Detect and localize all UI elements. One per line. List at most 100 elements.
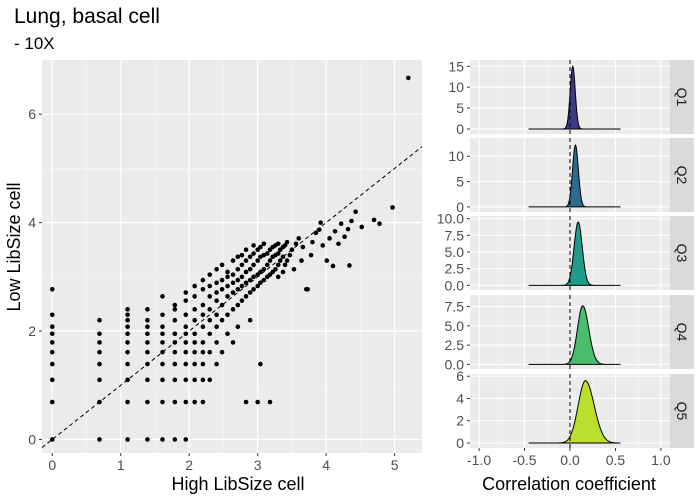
scatter-point <box>255 399 260 405</box>
scatter-point <box>261 277 267 283</box>
scatter-points <box>49 75 411 442</box>
density-y-tick-label: 2 <box>456 413 464 429</box>
scatter-point <box>338 221 344 227</box>
scatter-point <box>214 340 219 345</box>
scatter-point <box>284 239 290 245</box>
facet-strip <box>670 216 694 290</box>
scatter-point <box>235 324 241 329</box>
y-tick-label: 4 <box>28 215 36 231</box>
x-tick-label: 1 <box>117 457 125 473</box>
density-panel-q5: 0 2 4 6 Q5 <box>456 368 694 451</box>
scatter-point <box>261 241 267 247</box>
scatter-point <box>207 331 213 337</box>
scatter-point <box>219 317 225 323</box>
density-y-tick-label: 0 <box>456 199 464 215</box>
scatter-point <box>251 262 256 268</box>
scatter-point <box>97 377 102 383</box>
scatter-point <box>49 286 55 292</box>
scatter-point <box>347 263 352 268</box>
density-y-tick-label: 10 <box>448 148 464 164</box>
scatter-point <box>145 324 150 329</box>
scatter-point <box>207 294 213 299</box>
scatter-point <box>243 294 249 299</box>
scatter-point <box>49 377 55 383</box>
scatter-point <box>160 361 165 367</box>
facet-strip-label: Q3 <box>674 244 690 263</box>
scatter-point <box>200 361 206 367</box>
scatter-point <box>230 280 236 286</box>
x-tick-label: 3 <box>254 457 262 473</box>
scatter-point <box>332 228 338 234</box>
scatter-point <box>310 239 315 245</box>
scatter-point <box>280 269 286 275</box>
scatter-point <box>200 302 206 308</box>
density-y-tick-label: 10.0 <box>437 211 464 227</box>
scatter-point <box>291 266 297 272</box>
density-x-axis: -1.0 -0.5 0.0 0.5 1.0 <box>467 448 671 468</box>
density-curve <box>528 221 621 286</box>
scatter-point <box>145 377 150 383</box>
scatter-point <box>267 258 273 263</box>
scatter-point <box>243 247 249 253</box>
scatter-point <box>225 269 230 275</box>
scatter-point <box>284 258 290 263</box>
scatter-point <box>97 437 102 442</box>
scatter-point <box>299 258 304 263</box>
scatter-point <box>145 317 150 323</box>
density-y-tick-label: 5.0 <box>445 318 465 334</box>
density-y-tick-label: 5 <box>456 100 464 116</box>
scatter-point <box>230 290 236 295</box>
scatter-point <box>97 317 102 323</box>
scatter-point <box>145 437 150 442</box>
scatter-point <box>145 340 150 345</box>
scatter-point <box>219 349 225 355</box>
scatter-point <box>172 331 178 337</box>
scatter-point <box>336 241 341 247</box>
scatter-point <box>239 283 245 289</box>
facet-strip <box>670 295 694 369</box>
scatter-point <box>243 399 249 405</box>
chart-subtitle: - 10X <box>14 34 55 53</box>
y-tick-label: 0 <box>28 431 36 447</box>
facet-strip <box>670 374 694 448</box>
facet-strip-label: Q5 <box>674 402 690 421</box>
scatter-axes: 0 1 2 3 4 5 0 2 4 6 <box>28 106 399 473</box>
scatter-point <box>219 277 225 283</box>
scatter-point <box>214 280 219 286</box>
scatter-point <box>207 349 213 355</box>
scatter-point <box>214 266 219 272</box>
scatter-point <box>324 258 330 263</box>
scatter-point <box>172 361 178 367</box>
scatter-plot-background <box>42 60 422 453</box>
density-y-tick-label: 7.5 <box>445 299 465 315</box>
scatter-point <box>125 340 130 345</box>
scatter-point <box>160 294 165 299</box>
scatter-point <box>377 221 382 227</box>
scatter-point <box>293 241 299 247</box>
scatter-point <box>207 283 213 289</box>
scatter-point <box>251 243 256 248</box>
scatter-x-axis-label: High LibSize cell <box>171 474 304 494</box>
scatter-point <box>406 75 411 81</box>
scatter-point <box>49 312 55 318</box>
scatter-point <box>275 274 281 280</box>
facet-strip-label: Q2 <box>674 166 690 185</box>
density-y-tick-label: 6 <box>456 368 464 384</box>
scatter-point <box>49 349 55 355</box>
scatter-point <box>49 361 55 367</box>
scatter-point <box>261 252 267 258</box>
scatter-point <box>192 361 197 367</box>
density-y-tick-label: 7.5 <box>445 227 465 243</box>
scatter-point <box>97 361 102 367</box>
scatter-point <box>192 283 197 289</box>
scatter-point <box>192 331 197 337</box>
scatter-point <box>160 437 165 442</box>
scatter-point <box>330 263 336 269</box>
scatter-point <box>214 324 219 329</box>
x-tick-label: 2 <box>185 457 193 473</box>
scatter-point <box>255 258 260 263</box>
scatter-point <box>275 251 281 256</box>
scatter-point <box>172 317 178 323</box>
scatter-point <box>390 205 395 210</box>
scatter-point <box>320 243 326 248</box>
